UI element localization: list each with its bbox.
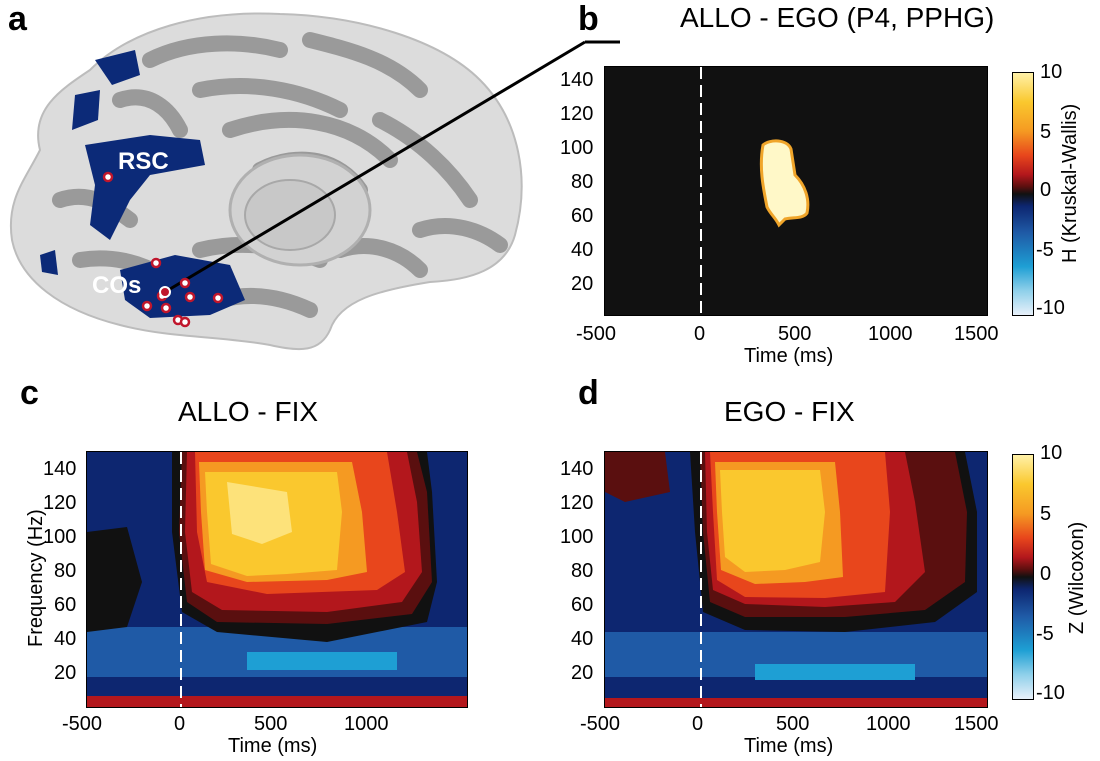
y-tick-c-60: 60 bbox=[54, 594, 77, 616]
y-tick-d-20: 20 bbox=[571, 662, 594, 684]
y-tick-d-80: 80 bbox=[571, 560, 594, 582]
rsc-label: RSC bbox=[118, 148, 169, 175]
cbar-b-label: H (Kruskal-Wallis) bbox=[1059, 103, 1081, 263]
cbar-b-tick-5: 5 bbox=[1040, 121, 1052, 143]
y-tick-b-120: 120 bbox=[560, 103, 594, 125]
low-freq-lightblue-d bbox=[755, 664, 915, 680]
title-d: EGO - FIX bbox=[724, 396, 855, 427]
cbar-d-tick-0: 0 bbox=[1040, 563, 1052, 585]
x-tick-b-neg500: -500 bbox=[576, 323, 617, 345]
x-tick-d-neg500: -500 bbox=[580, 713, 621, 735]
cos-label: COs bbox=[92, 272, 142, 299]
title-c: ALLO - FIX bbox=[178, 396, 319, 427]
cbar-d-tick-neg10: -10 bbox=[1036, 682, 1065, 704]
x-tick-b-0: 0 bbox=[694, 323, 706, 345]
x-tick-c-neg500: -500 bbox=[62, 713, 103, 735]
y-tick-c-120: 120 bbox=[43, 492, 77, 514]
x-tick-c-500: 500 bbox=[254, 713, 288, 735]
panel-label-c: c bbox=[20, 374, 39, 412]
x-tick-d-1000: 1000 bbox=[866, 713, 911, 735]
pale-peak-c bbox=[227, 482, 292, 544]
y-tick-d-120: 120 bbox=[560, 492, 594, 514]
x-axis-label-b: Time (ms) bbox=[744, 345, 834, 367]
y-tick-b-80: 80 bbox=[571, 171, 594, 193]
heatmap-c bbox=[86, 451, 468, 708]
top-left-red-d bbox=[605, 452, 670, 502]
brain-figure bbox=[9, 12, 620, 351]
low-freq-lightblue bbox=[247, 652, 397, 670]
left-dark-c bbox=[87, 527, 142, 632]
yellow-region-d bbox=[720, 470, 825, 572]
cbar-d-tick-neg5: -5 bbox=[1036, 623, 1054, 645]
y-tick-d-40: 40 bbox=[571, 628, 594, 650]
cbar-b-tick-neg10: -10 bbox=[1036, 297, 1065, 319]
bottom-red-strip bbox=[87, 696, 467, 707]
x-axis-label-c: Time (ms) bbox=[228, 735, 318, 757]
x-tick-b-1500: 1500 bbox=[954, 323, 999, 345]
y-tick-c-140: 140 bbox=[43, 458, 77, 480]
y-tick-c-20: 20 bbox=[54, 662, 77, 684]
cbar-b-tick-0: 0 bbox=[1040, 179, 1052, 201]
heatmap-b bbox=[604, 66, 988, 316]
significant-cluster bbox=[759, 139, 810, 228]
selected-electrode bbox=[159, 286, 171, 298]
x-tick-c-1000: 1000 bbox=[344, 713, 389, 735]
y-tick-b-40: 40 bbox=[571, 239, 594, 261]
cbar-b-tick-10: 10 bbox=[1040, 61, 1063, 83]
y-tick-c-40: 40 bbox=[54, 628, 77, 650]
x-tick-d-1500: 1500 bbox=[954, 713, 999, 735]
x-axis-label-d: Time (ms) bbox=[744, 735, 834, 757]
y-tick-b-20: 20 bbox=[571, 273, 594, 295]
bottom-red-strip-d bbox=[605, 698, 987, 707]
y-tick-b-100: 100 bbox=[560, 137, 594, 159]
x-tick-c-0: 0 bbox=[174, 713, 186, 735]
heatmap-d bbox=[604, 451, 988, 708]
connector-line bbox=[164, 40, 586, 294]
x-tick-d-0: 0 bbox=[692, 713, 704, 735]
thalamus bbox=[244, 179, 336, 251]
cbar-d-tick-5: 5 bbox=[1040, 503, 1052, 525]
y-axis-label-c: Frequency (Hz) bbox=[25, 509, 47, 647]
panel-label-d: d bbox=[578, 374, 599, 412]
x-tick-d-500: 500 bbox=[776, 713, 810, 735]
y-tick-b-60: 60 bbox=[571, 205, 594, 227]
panel-label-b: b bbox=[578, 0, 599, 38]
colorbar-b bbox=[1012, 72, 1034, 316]
colorbar-d bbox=[1012, 454, 1034, 700]
x-tick-b-1000: 1000 bbox=[868, 323, 913, 345]
cbar-b-tick-neg5: -5 bbox=[1036, 239, 1054, 261]
cbar-d-tick-10: 10 bbox=[1040, 442, 1063, 464]
y-tick-d-60: 60 bbox=[571, 594, 594, 616]
y-tick-c-100: 100 bbox=[43, 526, 77, 548]
cbar-d-label: Z (Wilcoxon) bbox=[1066, 521, 1088, 634]
title-b: ALLO - EGO (P4, PPHG) bbox=[680, 2, 995, 33]
y-tick-d-100: 100 bbox=[560, 526, 594, 548]
x-tick-b-500: 500 bbox=[778, 323, 812, 345]
y-tick-b-140: 140 bbox=[560, 69, 594, 91]
panel-label-a: a bbox=[8, 0, 27, 38]
y-tick-c-80: 80 bbox=[54, 560, 77, 582]
y-tick-d-140: 140 bbox=[560, 458, 594, 480]
